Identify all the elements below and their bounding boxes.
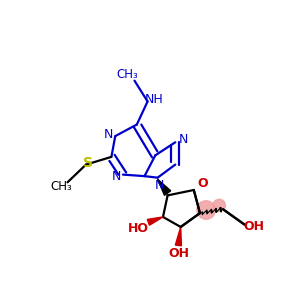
Text: N: N [103, 128, 113, 141]
Text: O: O [198, 177, 208, 190]
Text: N: N [111, 169, 121, 183]
Polygon shape [158, 179, 171, 195]
Text: OH: OH [168, 248, 189, 260]
Text: N: N [154, 179, 164, 192]
Text: OH: OH [243, 220, 264, 233]
Text: N: N [178, 134, 188, 146]
Text: S: S [82, 156, 92, 170]
Circle shape [197, 201, 215, 219]
Text: CH₃: CH₃ [50, 180, 72, 193]
Polygon shape [175, 227, 182, 246]
Text: CH₃: CH₃ [116, 68, 138, 81]
Text: NH: NH [144, 93, 163, 106]
Polygon shape [147, 217, 163, 225]
Text: HO: HO [128, 222, 149, 235]
Circle shape [213, 199, 225, 212]
